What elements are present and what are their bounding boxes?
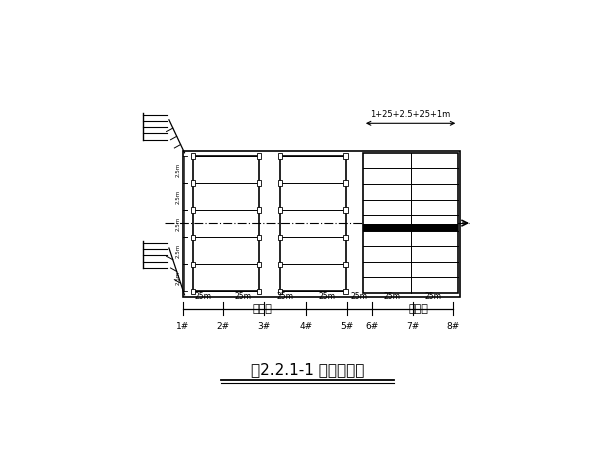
Bar <box>278 180 282 186</box>
Text: 4#: 4# <box>299 322 313 331</box>
Bar <box>278 234 282 240</box>
Text: 5#: 5# <box>341 322 354 331</box>
Text: 2#: 2# <box>216 322 229 331</box>
Bar <box>278 261 282 267</box>
Text: 存梁区: 存梁区 <box>409 304 428 314</box>
Text: 2.5m: 2.5m <box>175 162 181 177</box>
Text: 2.5m: 2.5m <box>175 189 181 204</box>
Text: 7#: 7# <box>407 322 420 331</box>
Text: 预制区: 预制区 <box>253 304 272 314</box>
Bar <box>257 234 261 240</box>
Text: 2.5m: 2.5m <box>175 244 181 258</box>
Bar <box>343 207 348 213</box>
Bar <box>343 234 348 240</box>
Text: 3#: 3# <box>257 322 271 331</box>
Bar <box>191 207 196 213</box>
Text: 25m: 25m <box>318 292 335 301</box>
Bar <box>278 288 282 294</box>
Bar <box>257 288 261 294</box>
Bar <box>363 153 458 293</box>
Text: 2.5m: 2.5m <box>175 216 181 231</box>
Bar <box>363 224 458 231</box>
Bar <box>191 288 196 294</box>
Text: 1#: 1# <box>176 322 190 331</box>
Bar <box>191 180 196 186</box>
Bar <box>191 261 196 267</box>
Text: 25m: 25m <box>277 292 293 301</box>
Bar <box>343 153 348 159</box>
Text: 1+25+2.5+25+1m: 1+25+2.5+25+1m <box>370 110 451 119</box>
Bar <box>343 261 348 267</box>
Bar <box>191 234 196 240</box>
Text: 8#: 8# <box>446 322 460 331</box>
Text: 25m: 25m <box>194 292 211 301</box>
Text: 25m: 25m <box>425 292 442 301</box>
Bar <box>183 151 460 297</box>
Bar <box>343 180 348 186</box>
Bar <box>343 288 348 294</box>
Text: 6#: 6# <box>365 322 378 331</box>
Bar <box>257 261 261 267</box>
Bar <box>257 207 261 213</box>
Bar <box>278 153 282 159</box>
Bar <box>257 180 261 186</box>
Text: 25m: 25m <box>384 292 401 301</box>
Text: 2.5m: 2.5m <box>175 271 181 285</box>
Bar <box>191 153 196 159</box>
Bar <box>257 153 261 159</box>
Text: 25m: 25m <box>351 292 368 301</box>
Text: 25m: 25m <box>235 292 252 301</box>
Text: 图2.2.1-1 预制场布置: 图2.2.1-1 预制场布置 <box>251 362 364 377</box>
Bar <box>278 207 282 213</box>
